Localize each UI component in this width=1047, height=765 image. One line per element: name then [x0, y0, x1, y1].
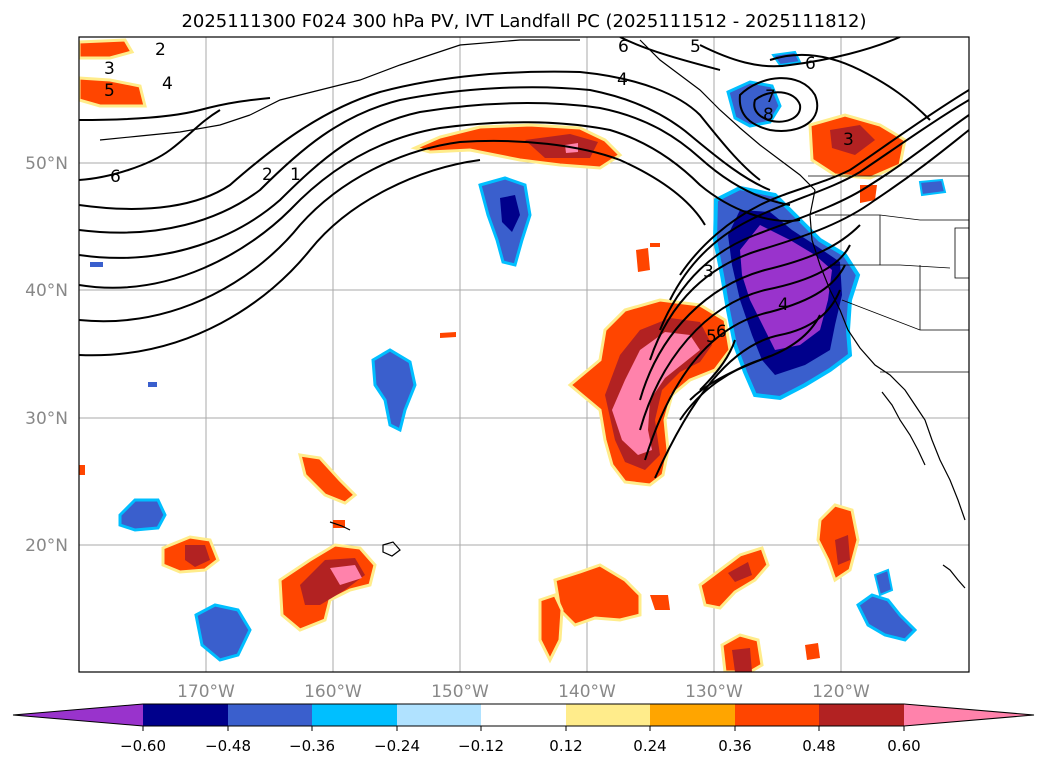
- svg-text:8: 8: [763, 105, 774, 125]
- latitude-labels: 50°N 40°N 30°N 20°N: [25, 154, 68, 556]
- colorbar-tick-labels: −0.60 −0.48 −0.36 −0.24 −0.12 0.12 0.24 …: [120, 737, 921, 755]
- svg-text:160°W: 160°W: [304, 682, 362, 702]
- colorbar-segment: [228, 704, 312, 726]
- svg-text:2: 2: [155, 40, 166, 60]
- svg-text:5: 5: [706, 327, 717, 347]
- colorbar-segment: [650, 704, 735, 726]
- contour-labels: 2 3 5 4 6 2 1 6 5 4 7 8 6 3 3 5 4 6: [104, 37, 854, 347]
- svg-text:4: 4: [617, 70, 628, 90]
- svg-text:−0.60: −0.60: [120, 737, 166, 755]
- svg-text:130°W: 130°W: [685, 682, 743, 702]
- svg-text:−0.36: −0.36: [289, 737, 335, 755]
- svg-text:−0.24: −0.24: [374, 737, 420, 755]
- svg-text:140°W: 140°W: [558, 682, 616, 702]
- coastlines: [99, 39, 966, 589]
- svg-text:2: 2: [262, 165, 273, 185]
- figure-title: 2025111300 F024 300 hPa PV, IVT Landfall…: [181, 11, 866, 32]
- svg-text:3: 3: [843, 130, 854, 150]
- colorbar-segment: [13, 704, 143, 726]
- svg-text:7: 7: [765, 87, 776, 107]
- svg-text:4: 4: [162, 74, 173, 94]
- colorbar-segment: [312, 704, 397, 726]
- svg-text:0.60: 0.60: [887, 737, 920, 755]
- svg-text:6: 6: [716, 322, 727, 342]
- svg-text:50°N: 50°N: [25, 154, 68, 174]
- svg-text:150°W: 150°W: [431, 682, 489, 702]
- svg-text:40°N: 40°N: [25, 281, 68, 301]
- svg-text:5: 5: [690, 37, 701, 57]
- svg-text:6: 6: [618, 37, 629, 57]
- svg-text:5: 5: [104, 81, 115, 101]
- longitude-labels: 170°W 160°W 150°W 140°W 130°W 120°W: [177, 682, 870, 702]
- svg-text:4: 4: [778, 295, 789, 315]
- svg-text:0.36: 0.36: [718, 737, 751, 755]
- colorbar-segment: [143, 704, 228, 726]
- svg-text:3: 3: [104, 59, 115, 79]
- svg-text:30°N: 30°N: [25, 409, 68, 429]
- colorbar-segment: [904, 704, 1034, 726]
- map-frame: [78, 36, 970, 673]
- svg-text:170°W: 170°W: [177, 682, 235, 702]
- svg-text:−0.12: −0.12: [458, 737, 504, 755]
- svg-text:0.24: 0.24: [633, 737, 666, 755]
- colorbar-segment: [566, 704, 650, 726]
- state-borders: [808, 175, 969, 373]
- pv-contours: [79, 37, 969, 479]
- svg-text:6: 6: [110, 167, 121, 187]
- pv-positive-areas: [79, 38, 907, 672]
- svg-text:−0.48: −0.48: [205, 737, 251, 755]
- svg-text:0.48: 0.48: [802, 737, 835, 755]
- colorbar-segment: [397, 704, 481, 726]
- svg-text:0.12: 0.12: [549, 737, 582, 755]
- colorbar-segment: [735, 704, 819, 726]
- colorbar: [12, 703, 1035, 731]
- colorbar-segment: [481, 704, 566, 726]
- colorbar-segment: [819, 704, 904, 726]
- svg-text:20°N: 20°N: [25, 536, 68, 556]
- svg-text:3: 3: [703, 262, 714, 282]
- map-content: 2 3 5 4 6 2 1 6 5 4 7 8 6 3 3 5 4 6: [79, 37, 969, 672]
- svg-text:1: 1: [290, 165, 301, 185]
- svg-text:6: 6: [805, 54, 816, 74]
- svg-text:120°W: 120°W: [812, 682, 870, 702]
